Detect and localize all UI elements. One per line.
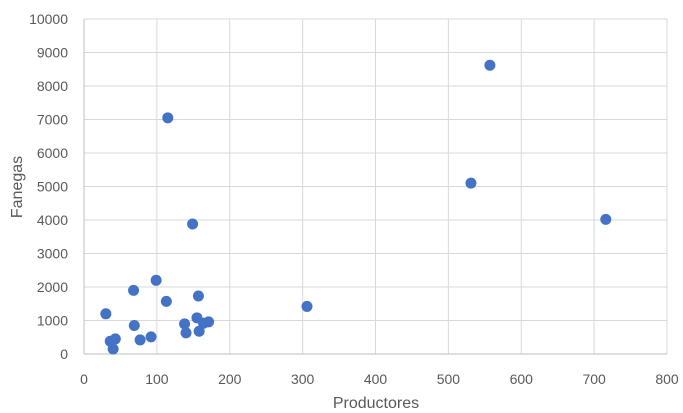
y-tick-label: 7000 — [37, 112, 68, 128]
y-tick-label: 0 — [60, 346, 68, 362]
data-point — [193, 325, 205, 337]
data-point — [107, 343, 119, 355]
y-tick-label: 6000 — [37, 145, 68, 161]
x-tick-label: 500 — [437, 371, 461, 387]
data-point — [134, 334, 146, 346]
y-axis-title: Fanegas — [9, 156, 26, 218]
data-point — [128, 284, 140, 296]
x-tick-label: 800 — [655, 371, 679, 387]
data-point — [301, 300, 313, 312]
x-tick-label: 0 — [80, 371, 88, 387]
data-point — [484, 59, 496, 71]
data-points — [100, 59, 612, 355]
y-tick-label: 8000 — [37, 78, 68, 94]
x-tick-label: 600 — [510, 371, 534, 387]
data-point — [187, 218, 199, 230]
x-tick-label: 300 — [291, 371, 315, 387]
data-point — [160, 295, 172, 307]
data-point — [145, 331, 157, 343]
y-tick-label: 3000 — [37, 246, 68, 262]
axes — [83, 19, 667, 355]
data-point — [180, 327, 192, 339]
data-point — [109, 333, 121, 345]
x-tick-label: 200 — [218, 371, 242, 387]
x-tick-label: 700 — [582, 371, 606, 387]
data-point — [150, 274, 162, 286]
x-axis-title: Productores — [333, 395, 419, 412]
x-tick-label: 400 — [364, 371, 388, 387]
data-point — [128, 320, 140, 332]
y-tick-label: 5000 — [37, 179, 68, 195]
data-point — [179, 318, 191, 330]
y-tick-label: 2000 — [37, 279, 68, 295]
x-tick-label: 100 — [145, 371, 169, 387]
data-point — [465, 177, 477, 189]
data-point — [162, 112, 174, 124]
y-tick-label: 9000 — [37, 45, 68, 61]
data-point — [192, 290, 204, 302]
y-tick-label: 1000 — [37, 313, 68, 329]
gridlines — [84, 18, 668, 354]
data-point — [100, 308, 112, 320]
data-point — [600, 213, 612, 225]
y-tick-label: 4000 — [37, 212, 68, 228]
y-tick-label: 10000 — [29, 11, 68, 27]
data-point — [203, 316, 215, 328]
tick-labels: 0100020003000400050006000700080009000100… — [29, 11, 679, 387]
